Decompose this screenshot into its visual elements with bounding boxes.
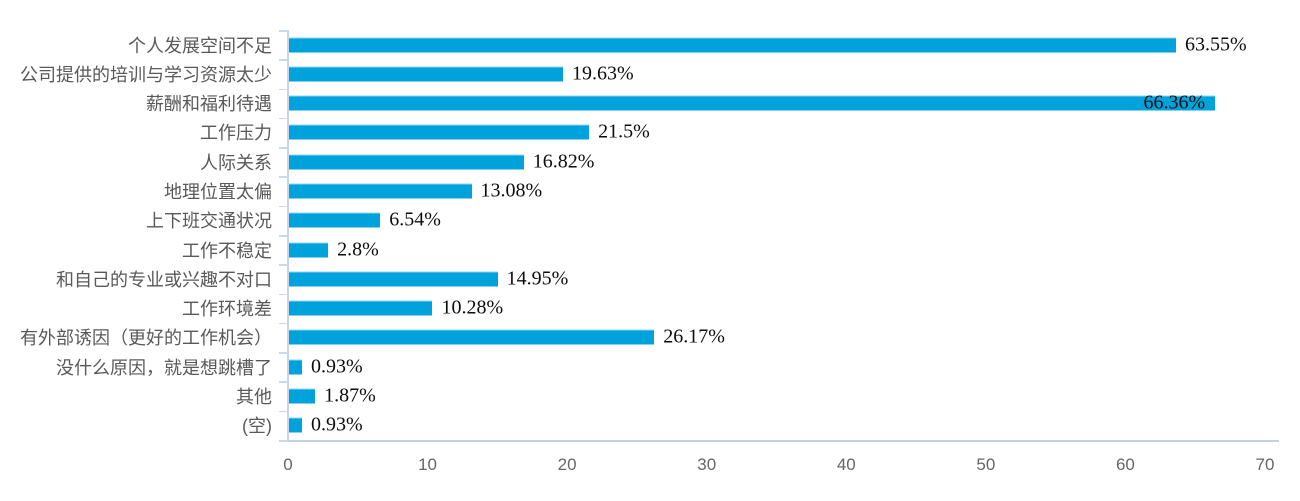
value-label: 10.28% bbox=[441, 296, 504, 319]
chart-row: 个人发展空间不足 63.55% bbox=[0, 30, 1300, 59]
category-label: 有外部诱因（更好的工作机会） bbox=[20, 328, 272, 349]
category-label: 公司提供的培训与学习资源太少 bbox=[20, 64, 272, 85]
chart-row: 工作压力 21.5% bbox=[0, 118, 1300, 147]
category-label: 工作环境差 bbox=[182, 299, 272, 320]
y-axis-line bbox=[287, 30, 289, 441]
chart-row: 没什么原因，就是想跳槽了 0.93% bbox=[0, 352, 1300, 381]
y-axis-tick bbox=[279, 440, 288, 442]
value-label: 66.36% bbox=[1143, 91, 1206, 114]
chart-row: 上下班交通状况 6.54% bbox=[0, 206, 1300, 235]
chart-row: 公司提供的培训与学习资源太少 19.63% bbox=[0, 59, 1300, 88]
y-axis-tick bbox=[279, 30, 288, 32]
value-label: 1.87% bbox=[324, 384, 376, 407]
x-axis-tick-label: 70 bbox=[1255, 455, 1275, 474]
bar bbox=[289, 359, 302, 375]
value-label: 19.63% bbox=[571, 62, 634, 85]
chart-row: 有外部诱因（更好的工作机会） 26.17% bbox=[0, 323, 1300, 352]
value-label: 26.17% bbox=[663, 325, 725, 348]
value-label: 16.82% bbox=[532, 150, 595, 173]
y-axis-tick bbox=[279, 117, 288, 120]
value-label: 14.95% bbox=[506, 267, 569, 290]
bar bbox=[289, 183, 472, 199]
bar bbox=[289, 37, 1176, 53]
chart-row: 薪酬和福利待遇 66.36% bbox=[0, 89, 1300, 118]
category-label: 没什么原因，就是想跳槽了 bbox=[56, 357, 272, 378]
chart-row: (空) 0.93% bbox=[0, 411, 1300, 440]
y-axis-tick bbox=[279, 381, 288, 383]
category-label: 和自己的专业或兴趣不对口 bbox=[56, 269, 272, 290]
bar bbox=[289, 95, 1216, 111]
y-axis-tick bbox=[279, 264, 288, 266]
category-label: (空) bbox=[242, 416, 272, 437]
chart-row: 人际关系 16.82% bbox=[0, 147, 1300, 176]
y-axis-tick bbox=[279, 147, 288, 149]
x-axis-tick-label: 20 bbox=[557, 455, 577, 474]
chart-row: 地理位置太偏 13.08% bbox=[0, 176, 1300, 205]
value-label: 0.93% bbox=[310, 355, 363, 378]
y-axis-tick bbox=[279, 293, 288, 296]
y-axis-tick bbox=[279, 176, 288, 178]
bar bbox=[289, 271, 498, 287]
category-label: 工作压力 bbox=[200, 123, 272, 144]
y-axis-tick bbox=[279, 410, 288, 413]
category-label: 上下班交通状况 bbox=[146, 211, 272, 232]
bar bbox=[289, 212, 381, 228]
category-label: 地理位置太偏 bbox=[164, 182, 272, 203]
x-axis-tick-label: 40 bbox=[836, 455, 856, 474]
category-label: 个人发展空间不足 bbox=[128, 35, 272, 56]
x-axis-tick-label: 60 bbox=[1115, 455, 1135, 474]
value-label: 21.5% bbox=[598, 120, 650, 143]
value-label: 6.54% bbox=[389, 208, 441, 231]
value-label: 0.93% bbox=[310, 413, 363, 436]
category-label: 人际关系 bbox=[200, 152, 272, 173]
x-axis-tick-label: 10 bbox=[418, 455, 438, 474]
chart-row: 工作环境差 10.28% bbox=[0, 294, 1300, 323]
bar bbox=[289, 300, 433, 316]
category-label: 工作不稳定 bbox=[182, 240, 272, 261]
chart-row: 其他 1.87% bbox=[0, 381, 1300, 410]
bar bbox=[289, 124, 590, 140]
y-axis-tick bbox=[279, 88, 288, 91]
x-axis-tick-label: 0 bbox=[283, 455, 293, 474]
value-label: 13.08% bbox=[480, 179, 543, 202]
chart-row: 工作不稳定 2.8% bbox=[0, 235, 1300, 264]
bar bbox=[289, 417, 302, 433]
x-axis-tick-label: 30 bbox=[697, 455, 717, 474]
value-label: 2.8% bbox=[337, 238, 379, 261]
bar bbox=[289, 242, 329, 258]
x-axis-tick-label: 50 bbox=[976, 455, 996, 474]
y-axis-tick bbox=[279, 322, 288, 325]
bar bbox=[289, 154, 524, 170]
y-axis-tick bbox=[279, 235, 288, 237]
chart-row: 和自己的专业或兴趣不对口 14.95% bbox=[0, 264, 1300, 293]
y-axis-tick bbox=[279, 352, 288, 354]
x-axis-line bbox=[287, 440, 1279, 442]
bar bbox=[289, 66, 563, 82]
bar bbox=[289, 329, 655, 345]
y-axis-tick bbox=[279, 59, 288, 61]
bar bbox=[289, 388, 316, 404]
y-axis-tick bbox=[279, 205, 288, 208]
category-label: 薪酬和福利待遇 bbox=[146, 94, 272, 115]
value-label: 63.55% bbox=[1184, 33, 1247, 56]
category-label: 其他 bbox=[236, 387, 272, 408]
